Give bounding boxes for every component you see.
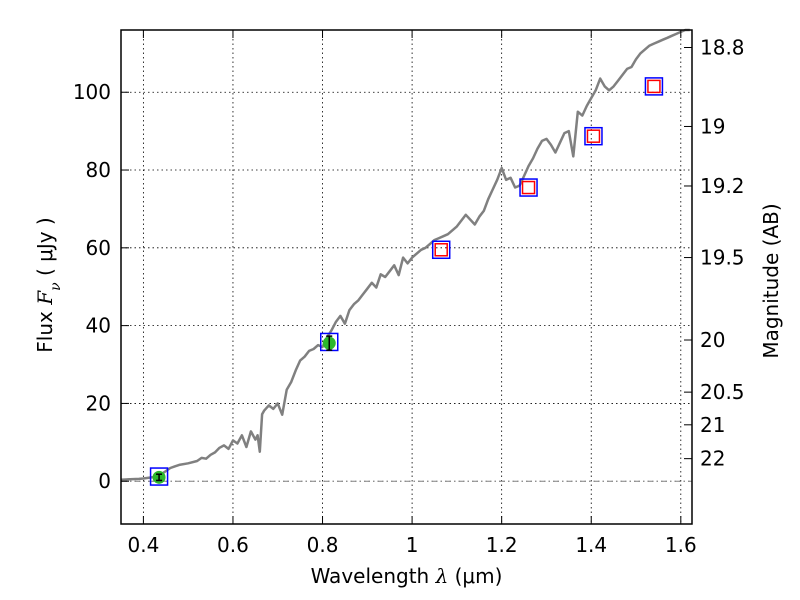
model-photometry-square xyxy=(519,178,538,197)
x-tick-label: 1.4 xyxy=(575,533,607,557)
magnitude-tick-label: 21 xyxy=(700,413,725,437)
synthetic-photometry-square xyxy=(647,79,661,94)
x-tick-label: 0.6 xyxy=(217,533,249,557)
plot-frame xyxy=(120,29,693,525)
x-label-symbol: λ xyxy=(435,564,449,588)
spectrum-line xyxy=(120,28,690,481)
model-photometry-square xyxy=(149,467,169,486)
grid xyxy=(121,30,692,524)
x-label-prefix: Wavelength xyxy=(311,564,436,588)
y-axis-label: Flux Fν ( μJy ) xyxy=(33,217,64,352)
x-axis-label: Wavelength λ (μm) xyxy=(311,564,503,588)
magnitude-tick-label: 19.5 xyxy=(700,246,745,270)
magnitude-tick-label: 19.2 xyxy=(700,174,745,198)
y-label-subscript: ν xyxy=(48,282,64,291)
model-photometry-square xyxy=(584,126,603,146)
magnitude-tick-label: 20.5 xyxy=(700,380,745,404)
magnitude-tick-label: 20 xyxy=(700,328,725,352)
synthetic-photometry-square xyxy=(586,129,601,143)
x-tick-label: 0.8 xyxy=(307,533,339,557)
y-label-symbol: F xyxy=(33,290,57,306)
synthetic-photometry-square xyxy=(521,180,536,195)
y-tick-label: 60 xyxy=(86,236,111,260)
magnitude-tick-label: 22 xyxy=(700,447,725,471)
y-tick-label: 20 xyxy=(86,391,111,415)
model-photometry-square xyxy=(431,240,451,260)
magnitude-tick-label: 19 xyxy=(700,114,725,138)
y-tick-label: 80 xyxy=(86,158,111,182)
x-tick-label: 1.2 xyxy=(486,533,518,557)
y-tick-label: 100 xyxy=(73,80,111,104)
y-label-unit: ( μJy ) xyxy=(33,217,57,282)
synthetic-photometry-square xyxy=(434,243,448,257)
x-label-unit: (μm) xyxy=(448,564,502,588)
y-tick-label: 40 xyxy=(86,314,111,338)
y-label-prefix: Flux xyxy=(33,305,57,353)
x-tick-label: 1.6 xyxy=(665,533,697,557)
axis-ticks: 0.4 0.6 0.8 1 1.2 1.4 1.6 0 20 40 60 80 100 18.8 19 19.… xyxy=(73,30,745,557)
x-tick-label: 1 xyxy=(406,533,419,557)
plot-area xyxy=(120,28,690,486)
y-tick-label: 0 xyxy=(98,469,111,493)
magnitude-tick-label: 18.8 xyxy=(700,36,745,60)
x-tick-label: 0.4 xyxy=(127,533,159,557)
magnitude-axis-label: Magnitude (AB) xyxy=(759,203,783,358)
model-photometry-square xyxy=(644,77,664,96)
